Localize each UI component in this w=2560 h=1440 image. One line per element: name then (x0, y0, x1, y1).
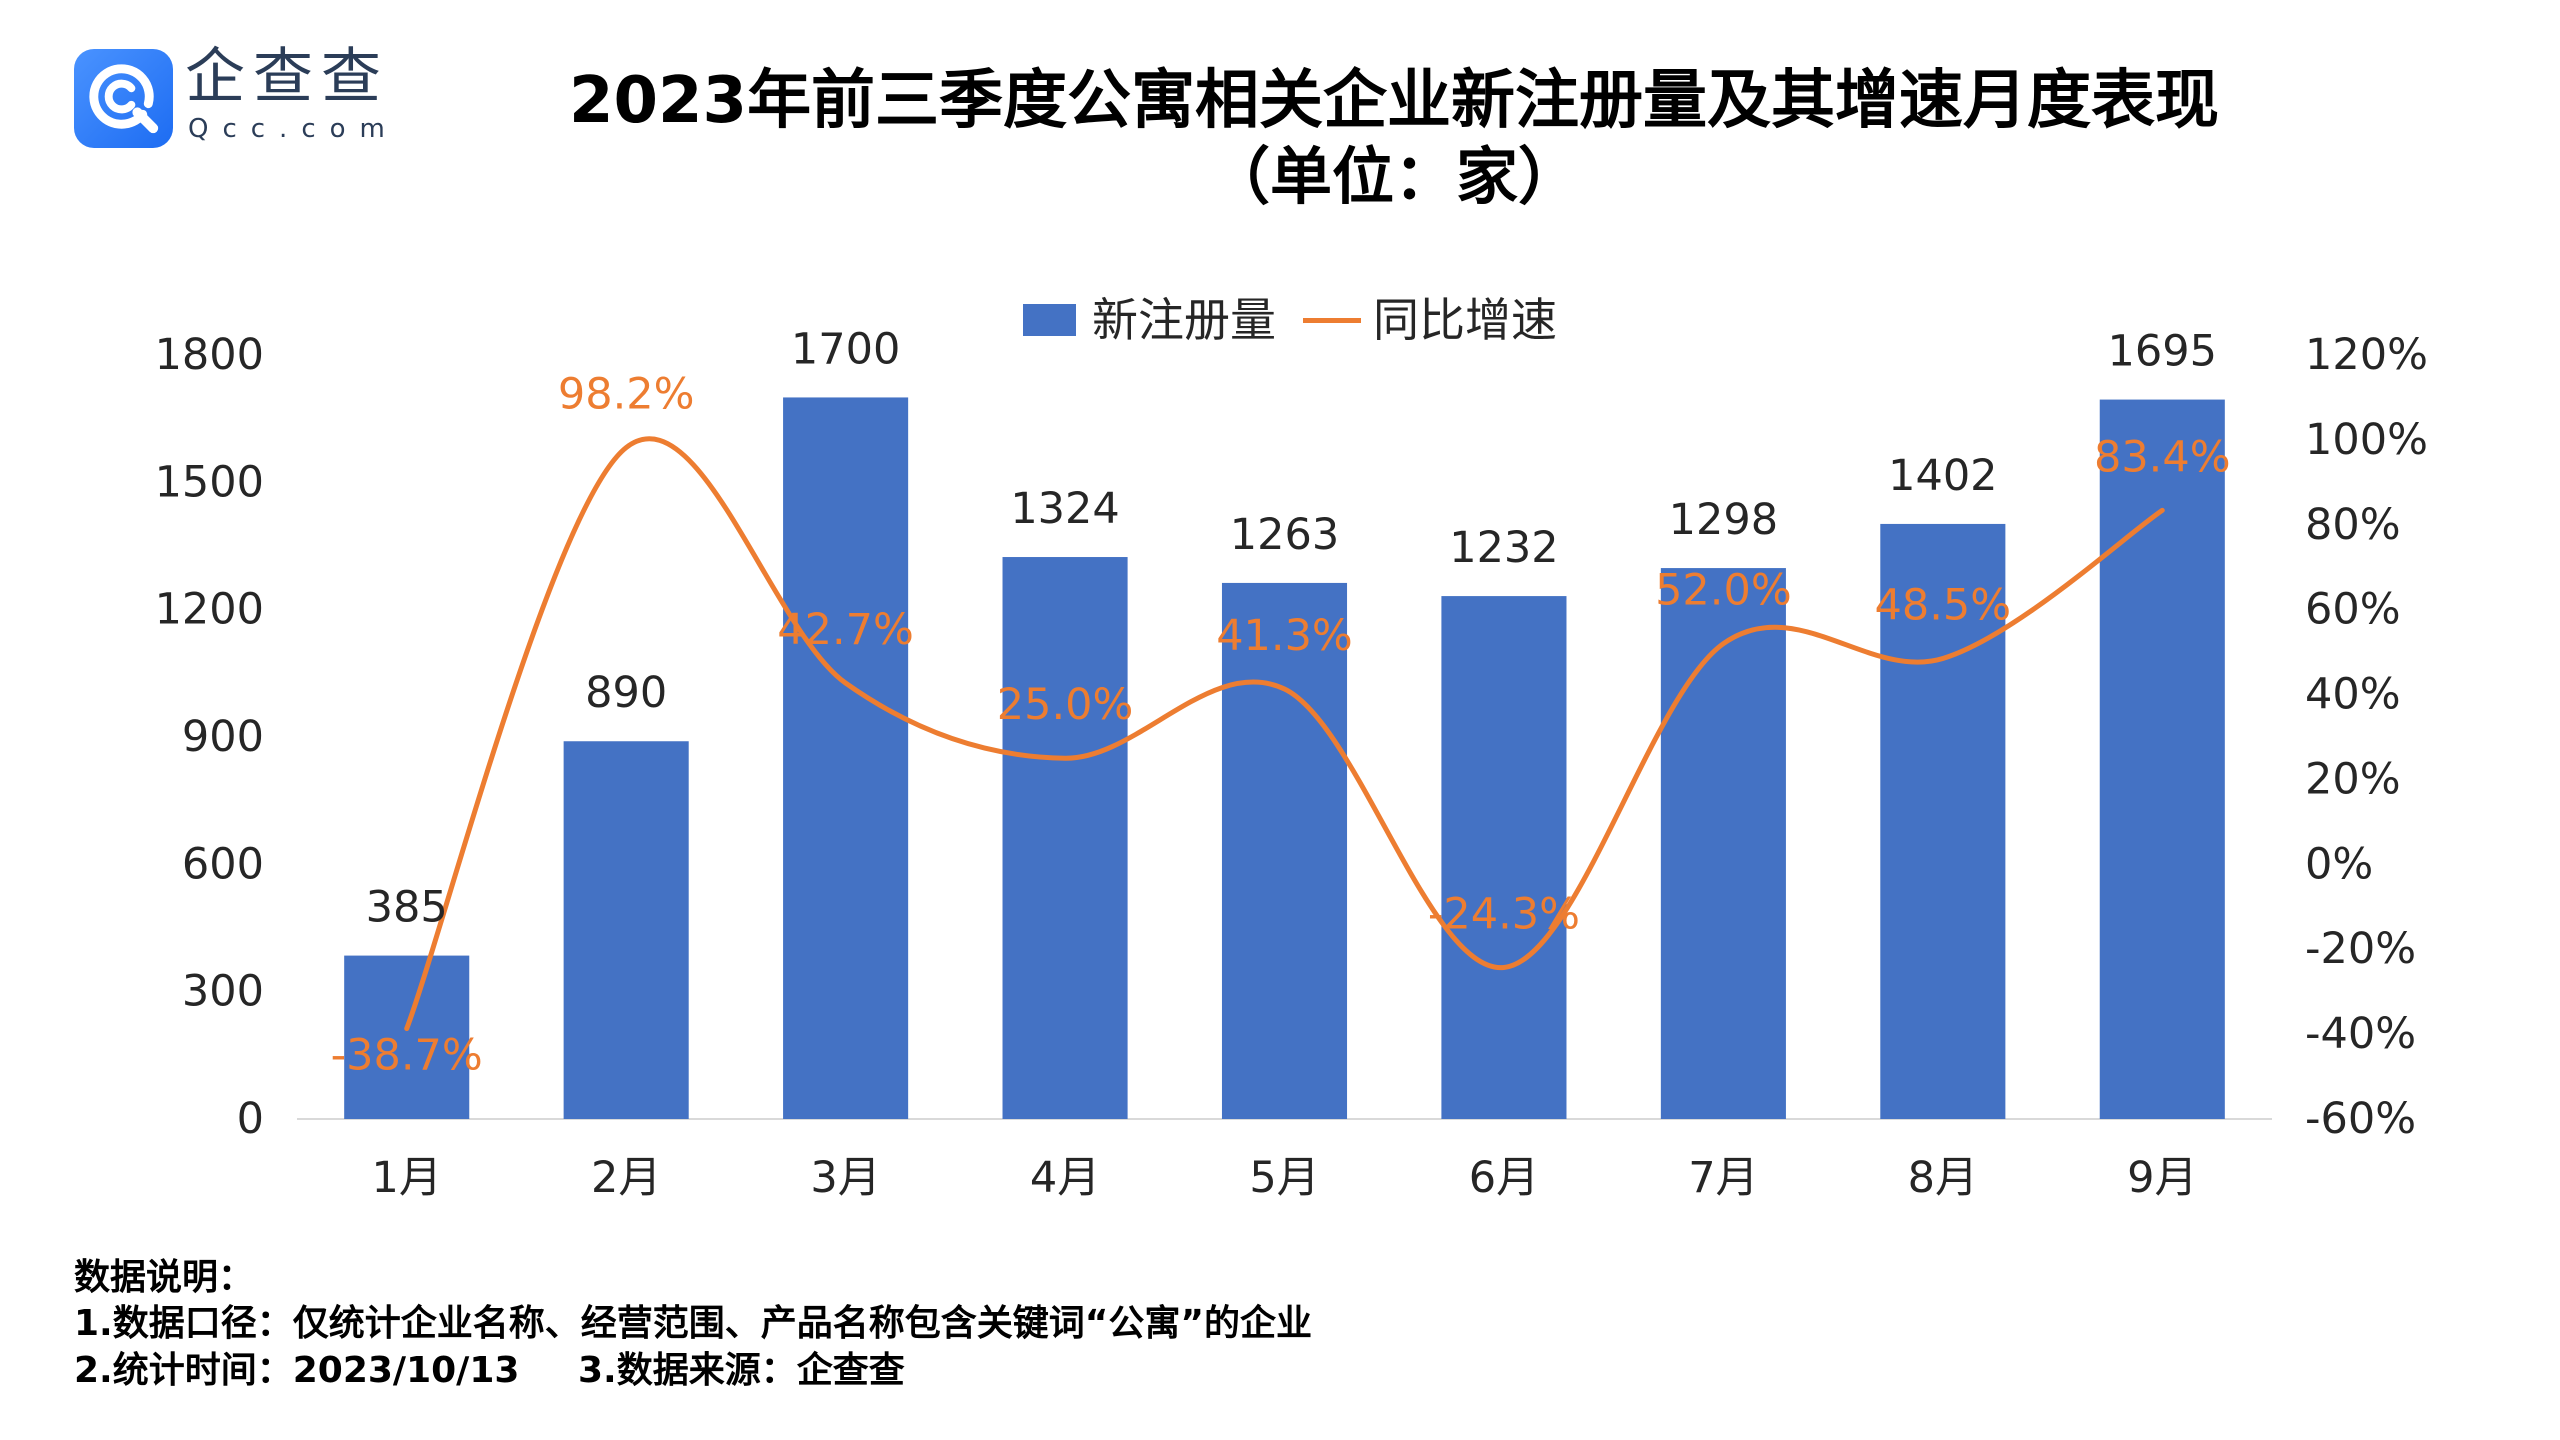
yoy-value-label: -24.3% (1428, 889, 1580, 939)
y2-axis-tick-label: 40% (2305, 670, 2401, 720)
chart-title: 2023年前三季度公寓相关企业新注册量及其增速月度表现 (568, 64, 2220, 138)
y-axis-tick-label: 300 (182, 967, 264, 1017)
bar-value-label: 1324 (1010, 484, 1119, 534)
bar-month-3 (783, 397, 909, 1119)
y-axis-tick-label: 1800 (155, 330, 264, 380)
y-axis-tick-label: 900 (182, 712, 264, 762)
bar-value-label: 1700 (791, 324, 900, 374)
bar-month-6 (1441, 596, 1567, 1119)
y2-axis-tick-label: 60% (2305, 585, 2401, 635)
yoy-value-label: 42.7% (777, 605, 914, 655)
y2-axis-tick-label: 100% (2305, 415, 2428, 465)
y-axis-tick-label: 0 (237, 1094, 264, 1144)
qcc-logo-icon (89, 64, 159, 134)
bar-value-label: 1298 (1669, 495, 1778, 545)
yoy-value-label: -38.7% (331, 1031, 483, 1081)
yoy-value-label: 98.2% (558, 370, 695, 420)
y2-axis-tick-label: 0% (2305, 839, 2373, 889)
notes-source: 3.数据来源：企查查 (578, 1350, 905, 1391)
bar-month-4 (1002, 557, 1128, 1119)
y2-axis-tick-label: 120% (2305, 330, 2428, 380)
x-axis-tick-label: 8月 (1908, 1153, 1978, 1203)
qcc-logo (74, 49, 173, 148)
x-axis-tick-label: 7月 (1688, 1153, 1758, 1203)
bar-value-label: 1263 (1230, 510, 1339, 560)
yoy-value-label: 83.4% (2094, 432, 2231, 482)
yoy-value-label: 25.0% (997, 680, 1134, 730)
y2-axis-tick-label: -40% (2305, 1009, 2416, 1059)
x-axis-tick-label: 6月 (1469, 1153, 1539, 1203)
y-axis-tick-label: 1500 (155, 457, 264, 507)
yoy-growth-line (404, 436, 2165, 1032)
yoy-value-label: 52.0% (1655, 566, 1792, 616)
y-axis-tick-label: 1200 (155, 585, 264, 635)
legend-item-yoy-growth: 同比增速 (1303, 292, 1557, 348)
x-axis-tick-label: 5月 (1249, 1153, 1319, 1203)
bar-month-7 (1660, 568, 1786, 1119)
y-axis-tick-label: 600 (182, 839, 264, 889)
notes-time: 2.统计时间：2023/10/13 (74, 1350, 520, 1391)
x-axis-tick-label: 9月 (2127, 1153, 2197, 1203)
bar-value-label: 385 (366, 883, 448, 933)
y2-axis-tick-label: 20% (2305, 754, 2401, 804)
bar-month-9 (2099, 399, 2225, 1120)
bar-month-1 (344, 955, 470, 1119)
bar-month-5 (1221, 582, 1348, 1119)
y2-axis-tick-label: -20% (2305, 924, 2416, 974)
x-axis-tick-label: 4月 (1030, 1153, 1100, 1203)
legend-line-swatch (1303, 317, 1361, 323)
legend-item-registrations: 新注册量 (1023, 292, 1276, 348)
bar-value-label: 1232 (1449, 523, 1558, 573)
notes-scope: 1.数据口径：仅统计企业名称、经营范围、产品名称包含关键词“公寓”的企业 (74, 1303, 1313, 1344)
bar-value-label: 1402 (1888, 451, 1997, 501)
bar-value-label: 1695 (2108, 327, 2217, 377)
y2-axis-tick-label: -60% (2305, 1094, 2416, 1144)
yoy-value-label: 48.5% (1875, 580, 2012, 630)
y2-axis-tick-label: 80% (2305, 500, 2401, 550)
logo-wordmark: 企查查 (185, 42, 389, 112)
notes-heading: 数据说明： (74, 1257, 255, 1298)
yoy-value-label: 41.3% (1216, 611, 1353, 661)
bar-month-8 (1880, 523, 2006, 1119)
chart-subtitle: （单位：家） (1207, 140, 1580, 213)
legend-label-registrations: 新注册量 (1092, 293, 1276, 347)
legend-label-yoy-growth: 同比增速 (1373, 293, 1557, 347)
bar-value-label: 890 (585, 668, 667, 718)
x-axis-tick-label: 3月 (810, 1153, 880, 1203)
chart-legend: 新注册量 同比增速 (1023, 292, 1557, 348)
logo-domain-text: Qcc.com (188, 114, 399, 144)
x-axis-tick-label: 1月 (372, 1153, 442, 1203)
legend-bar-swatch (1023, 304, 1076, 336)
x-axis-tick-label: 2月 (591, 1153, 661, 1203)
bar-month-2 (563, 741, 689, 1119)
